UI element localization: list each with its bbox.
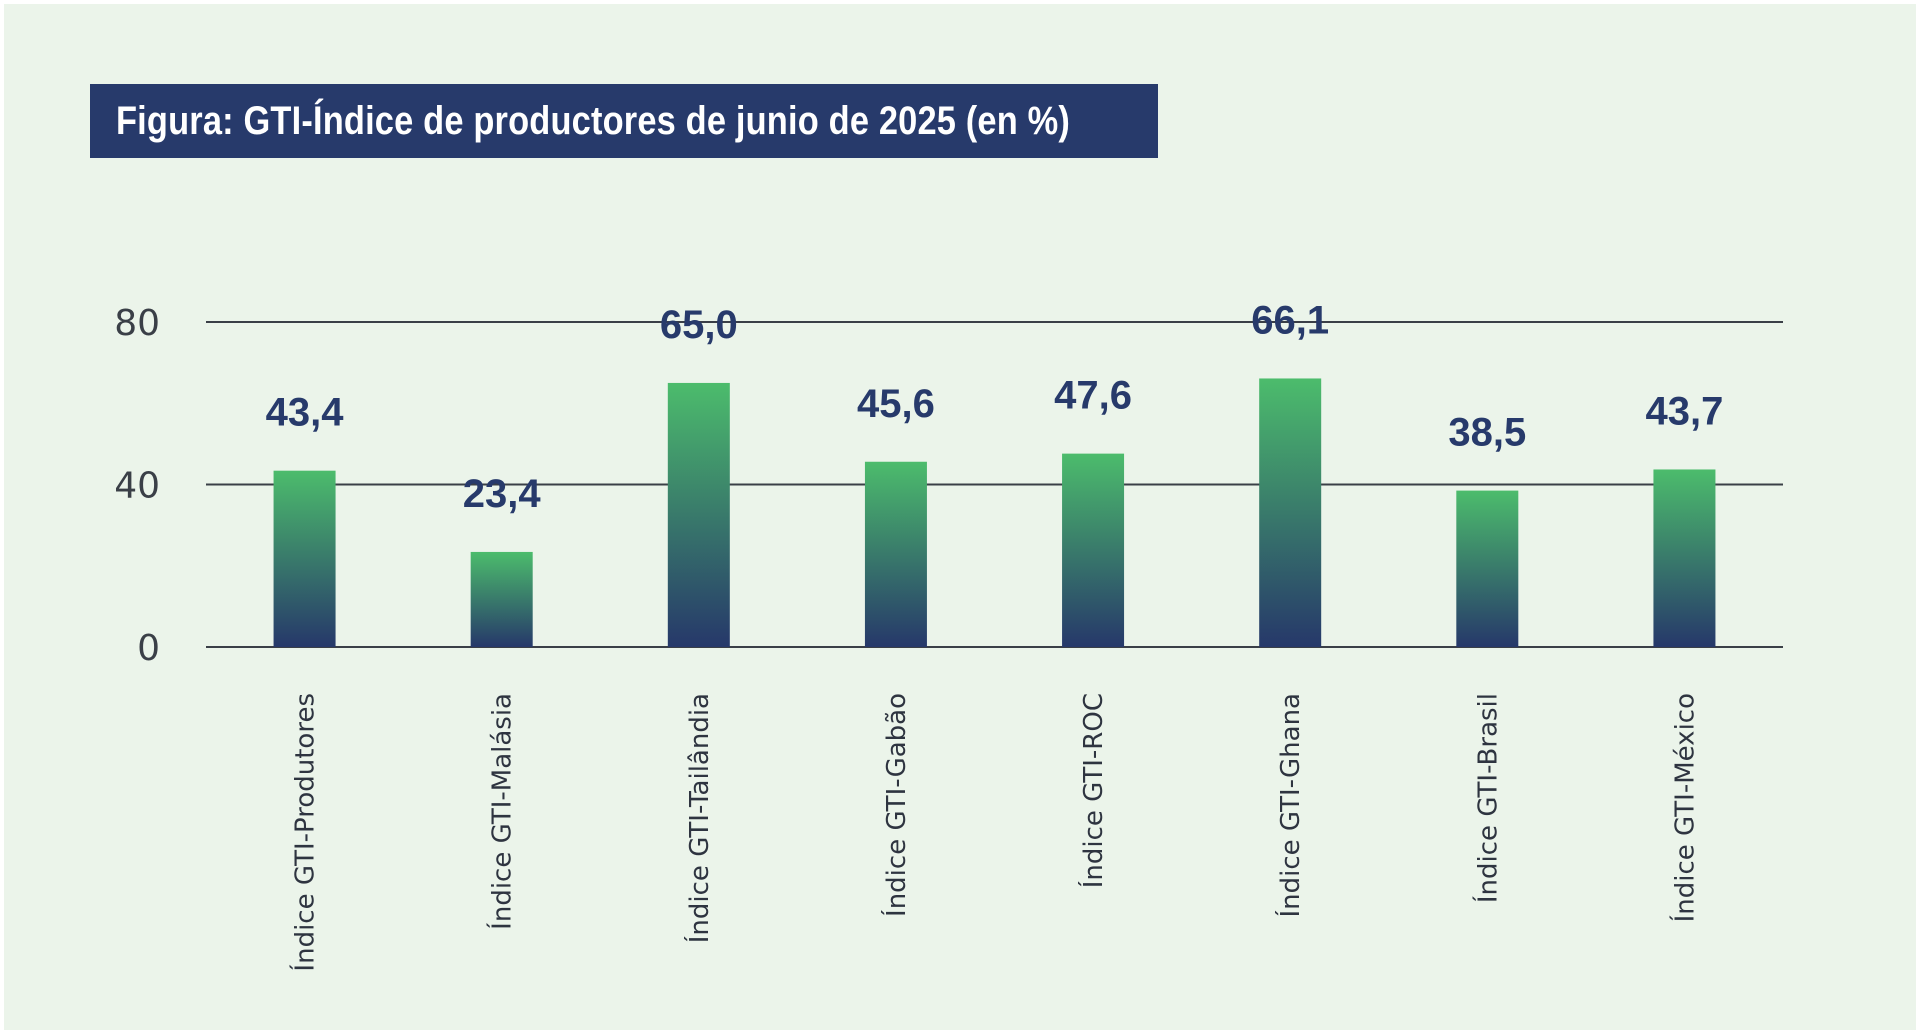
- data-label: 45,6: [857, 382, 935, 426]
- data-label: 23,4: [463, 472, 542, 516]
- category-label: Índice GTI-Produtores: [289, 693, 321, 972]
- bar: [1259, 378, 1322, 647]
- y-tick-label: 40: [114, 466, 160, 507]
- data-label: 43,4: [266, 391, 345, 435]
- category-label: Índice GTI-Malásia: [486, 693, 518, 930]
- bar: [273, 470, 336, 647]
- data-label: 38,5: [1448, 411, 1526, 455]
- category-label: Índice GTI-ROC: [1077, 693, 1109, 888]
- bar: [1456, 490, 1519, 647]
- y-tick-label: 80: [114, 303, 160, 344]
- data-label: 43,7: [1646, 389, 1724, 433]
- category-label: Índice GTI-México: [1668, 693, 1700, 922]
- title-banner: Figura: GTI-Índice de productores de jun…: [90, 84, 1158, 158]
- bar: [1653, 469, 1716, 647]
- category-label: Índice GTI-Ghana: [1274, 693, 1306, 918]
- category-label: Índice GTI-Gabão: [880, 693, 912, 917]
- bar: [667, 382, 730, 647]
- category-label: Índice GTI-Brasil: [1471, 693, 1503, 903]
- gridlines: [206, 321, 1783, 648]
- y-tick-label: 0: [137, 628, 160, 669]
- data-label: 47,6: [1054, 374, 1132, 418]
- bars: [273, 378, 1716, 647]
- bar: [1062, 453, 1125, 647]
- category-labels: Índice GTI-Produtores Índice GTI-Malásia Í…: [289, 693, 1701, 972]
- chart-title: Figura: GTI-Índice de productores de jun…: [116, 98, 1071, 143]
- bar: [470, 551, 533, 647]
- category-label: Índice GTI-Tailândia: [683, 693, 715, 943]
- y-axis-ticks: 0 40 80: [114, 303, 160, 669]
- value-labels: 43,4 23,4 65,0 45,6 47,6 66,1 38,5 43,7: [266, 298, 1724, 515]
- data-label: 65,0: [660, 303, 738, 347]
- bar: [864, 461, 927, 647]
- data-label: 66,1: [1251, 298, 1329, 342]
